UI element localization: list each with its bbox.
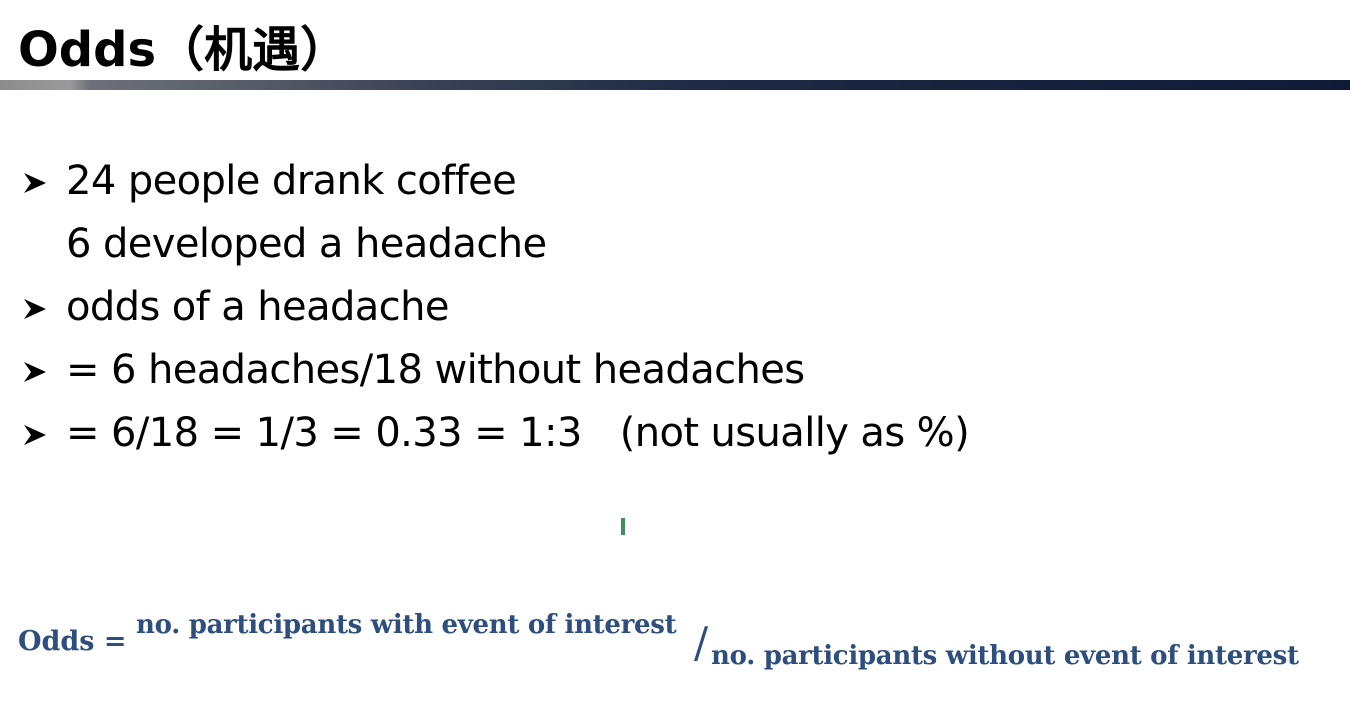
- bullet-text: odds of a headache: [66, 284, 449, 330]
- bullet-text: 6 developed a headache: [66, 221, 547, 267]
- bullet-text: 24 people drank coffee: [66, 158, 517, 204]
- formula-slash: /: [694, 618, 709, 667]
- title-divider: [0, 80, 1350, 90]
- arrow-bullet-icon: [20, 339, 54, 402]
- odds-formula: Odds = no. participants with event of in…: [18, 600, 1338, 690]
- slide-title: Odds（机遇）: [18, 22, 349, 78]
- arrow-bullet-icon: [20, 150, 54, 213]
- formula-denominator: no. participants without event of intere…: [711, 641, 1299, 671]
- text-cursor-mark: [621, 518, 625, 535]
- formula-numerator: no. participants with event of interest: [136, 610, 677, 640]
- bullet-note: (not usually as %): [619, 410, 970, 456]
- bullet-text: = 6 headaches/18 without headaches: [66, 347, 805, 393]
- bullet-text-with-note: = 6/18 = 1/3 = 0.33 = 1:3 (not usually as…: [66, 402, 970, 465]
- formula-lhs: Odds =: [18, 626, 127, 657]
- arrow-bullet-icon: [20, 276, 54, 339]
- arrow-bullet-icon: [20, 402, 54, 465]
- bullet-equation: = 6/18 = 1/3 = 0.33 = 1:3: [66, 410, 582, 456]
